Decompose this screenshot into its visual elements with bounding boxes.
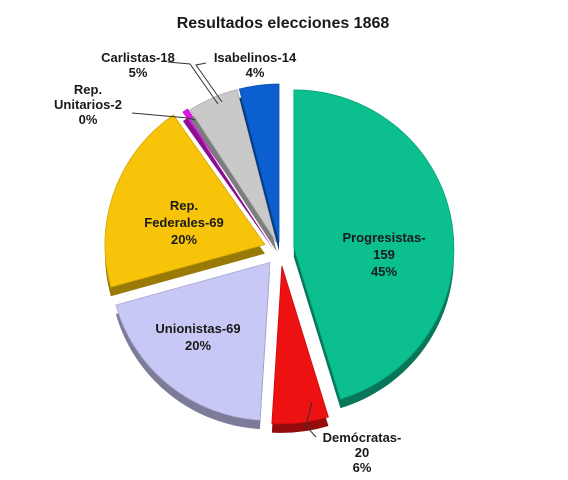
pie-slice (293, 89, 455, 400)
slice-label: Carlistas-18 5% (101, 50, 175, 80)
slice-label-line: Progresistas- (342, 230, 425, 245)
pie-slice (271, 265, 329, 425)
slice-label: Isabelinos-14 4% (214, 50, 297, 80)
leader-line (131, 112, 196, 121)
slice-label: Unionistas-69 20% (155, 321, 240, 353)
slice-label: Rep. Federales-69 20% (144, 198, 224, 247)
leader-line (195, 62, 223, 103)
slice-label-line: Unitarios-2 (54, 97, 122, 112)
slice-label: Progresistas- 159 45% (342, 230, 425, 279)
slice-label: Demócratas-20 6% (323, 430, 402, 475)
slice-label-line: 0% (79, 112, 98, 127)
slice-label-line: 6% (353, 460, 372, 475)
slice-label-line: 45% (371, 264, 397, 279)
pie-slice-side (182, 117, 275, 251)
pie-slice (115, 261, 271, 421)
slice-label-line: 20% (171, 232, 197, 247)
slice-labels: Progresistas- 159 45% Demócratas-20 6% Unioni… (54, 50, 426, 475)
slice-label-line: 20 (355, 445, 369, 460)
slice-label-line: 5% (129, 65, 148, 80)
slice-label-line: 159 (373, 247, 395, 262)
slice-label-line: Isabelinos-14 (214, 50, 297, 65)
slice-label-line: 20% (185, 338, 211, 353)
slice-label-line: Demócratas- (323, 430, 402, 445)
slice-label-line: Unionistas-69 (155, 321, 240, 336)
leader-lines (131, 61, 317, 438)
slice-label-line: 4% (246, 65, 265, 80)
slice-label: Rep. Unitarios-2 0% (54, 82, 122, 127)
slice-label-line: Carlistas-18 (101, 50, 175, 65)
pie-slice (189, 89, 278, 243)
pie-slices (104, 83, 455, 433)
pie-slice (104, 114, 266, 288)
leader-line (167, 61, 219, 105)
leader-line (305, 401, 317, 438)
slice-label-line: Rep. (170, 198, 198, 213)
chart-title: Resultados elecciones 1868 (177, 15, 390, 32)
pie-slice (238, 83, 280, 243)
slice-label-line: Rep. (74, 82, 102, 97)
slice-label-line: Federales-69 (144, 215, 224, 230)
